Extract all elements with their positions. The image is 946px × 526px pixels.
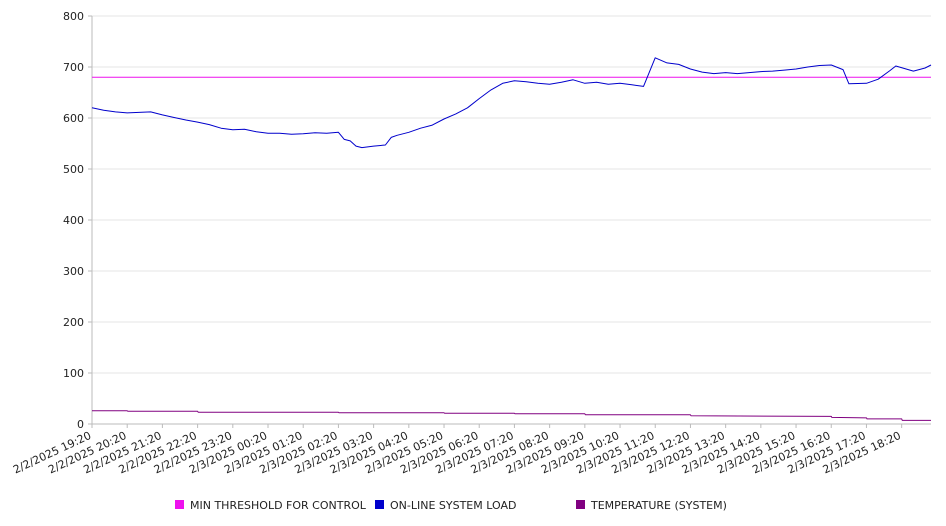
y-tick-label: 300	[63, 265, 84, 278]
legend-swatch	[175, 500, 184, 509]
legend-item-0: MIN THRESHOLD FOR CONTROL	[175, 499, 367, 512]
y-tick-label: 400	[63, 214, 84, 227]
y-axis-tick-labels: 0 100 200 300 400 500 600 700 800	[63, 10, 84, 431]
legend-swatch	[375, 500, 384, 509]
y-tick-label: 700	[63, 61, 84, 74]
y-tick-label: 200	[63, 316, 84, 329]
x-axis-tick-labels: 2/2/2025 19:202/2/2025 20:202/2/2025 21:…	[11, 429, 903, 477]
y-tick-label: 800	[63, 10, 84, 23]
series-line-1	[91, 57, 932, 149]
y-tick-label: 500	[63, 163, 84, 176]
series-line-2	[92, 410, 931, 421]
legend-swatch	[576, 500, 585, 509]
chart-series	[91, 57, 932, 421]
chart-legend: MIN THRESHOLD FOR CONTROL ON-LINE SYSTEM …	[175, 499, 727, 512]
y-tick-label: 100	[63, 367, 84, 380]
y-tick-label: 0	[77, 418, 84, 431]
chart-axes	[88, 15, 931, 428]
legend-label: MIN THRESHOLD FOR CONTROL	[190, 499, 367, 512]
y-tick-label: 600	[63, 112, 84, 125]
legend-item-2: TEMPERATURE (SYSTEM)	[576, 499, 727, 512]
legend-label: ON-LINE SYSTEM LOAD	[390, 499, 516, 512]
chart-gridlines	[92, 15, 931, 374]
legend-label: TEMPERATURE (SYSTEM)	[590, 499, 727, 512]
legend-item-1: ON-LINE SYSTEM LOAD	[375, 499, 516, 512]
